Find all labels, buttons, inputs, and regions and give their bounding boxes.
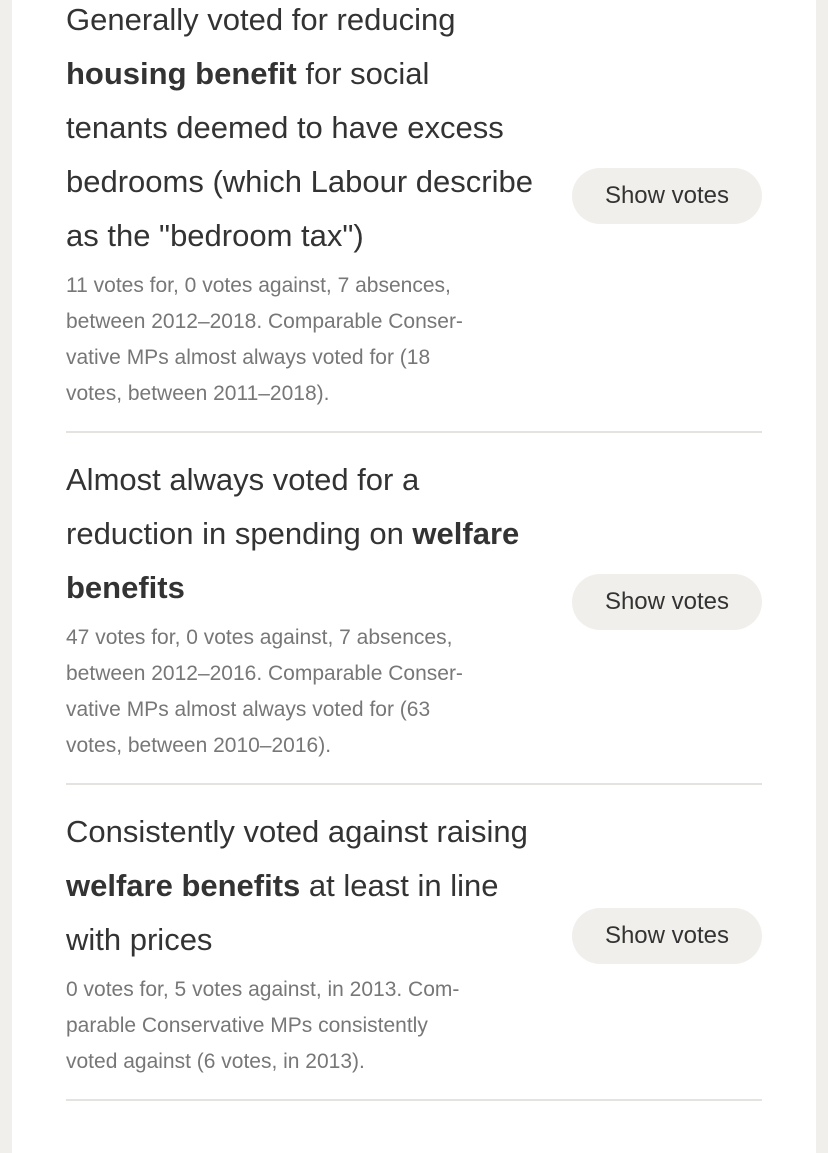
vote-detail: 47 votes for, 0 votes against, 7 absence… (66, 620, 536, 764)
vote-item: Generally voted for reducing housing ben… (66, 0, 762, 433)
statement-text: for social tenants deemed to have excess… (66, 56, 533, 253)
statement-text: at least in line with prices (66, 868, 499, 957)
statement-text: Consistently voted against raising (66, 814, 528, 849)
page: Generally voted for reducing housing ben… (12, 0, 816, 1153)
vote-item: Almost always voted for a reduction in s… (66, 433, 762, 785)
vote-item: Consistently voted against raising welfa… (66, 785, 762, 1101)
detail-line: between 2012–2018. Comparable Conser- (66, 310, 463, 333)
statement-bold: welfare benefits (66, 516, 520, 605)
show-votes-button[interactable]: Show votes (572, 573, 762, 630)
vote-text: Consistently voted against raising welfa… (66, 805, 536, 1080)
statement-bold: welfare benefits (66, 868, 301, 903)
show-votes-button[interactable]: Show votes (572, 167, 762, 224)
detail-line: parable Conservative MPs consistently (66, 1014, 428, 1037)
detail-line: voted against (6 votes, in 2013). (66, 1050, 365, 1073)
show-votes-button[interactable]: Show votes (572, 907, 762, 964)
vote-text: Generally voted for reducing housing ben… (66, 0, 536, 412)
statement-text: Generally voted for reducing (66, 2, 456, 37)
detail-line: 11 votes for, 0 votes against, 7 absence… (66, 274, 451, 297)
statement: Generally voted for reducing housing ben… (66, 0, 536, 263)
detail-line: 47 votes for, 0 votes against, 7 absence… (66, 626, 453, 649)
statement-text: Almost always voted for a reduction in s… (66, 462, 420, 551)
vote-detail: 0 votes for, 5 votes against, in 2013. C… (66, 972, 536, 1080)
detail-line: votes, between 2010–2016). (66, 734, 332, 757)
vote-detail: 11 votes for, 0 votes against, 7 absence… (66, 268, 536, 412)
detail-line: between 2012–2016. Comparable Conser- (66, 662, 463, 685)
detail-line: vative MPs almost always voted for (18 (66, 346, 431, 369)
vote-list: Generally voted for reducing housing ben… (66, 0, 762, 1101)
statement-bold: housing benefit (66, 56, 297, 91)
detail-line: vative MPs almost always voted for (63 (66, 698, 431, 721)
vote-text: Almost always voted for a reduction in s… (66, 453, 536, 764)
detail-line: 0 votes for, 5 votes against, in 2013. C… (66, 978, 460, 1001)
detail-line: votes, between 2011–2018). (66, 382, 330, 405)
statement: Consistently voted against raising welfa… (66, 805, 536, 967)
statement: Almost always voted for a reduction in s… (66, 453, 536, 615)
